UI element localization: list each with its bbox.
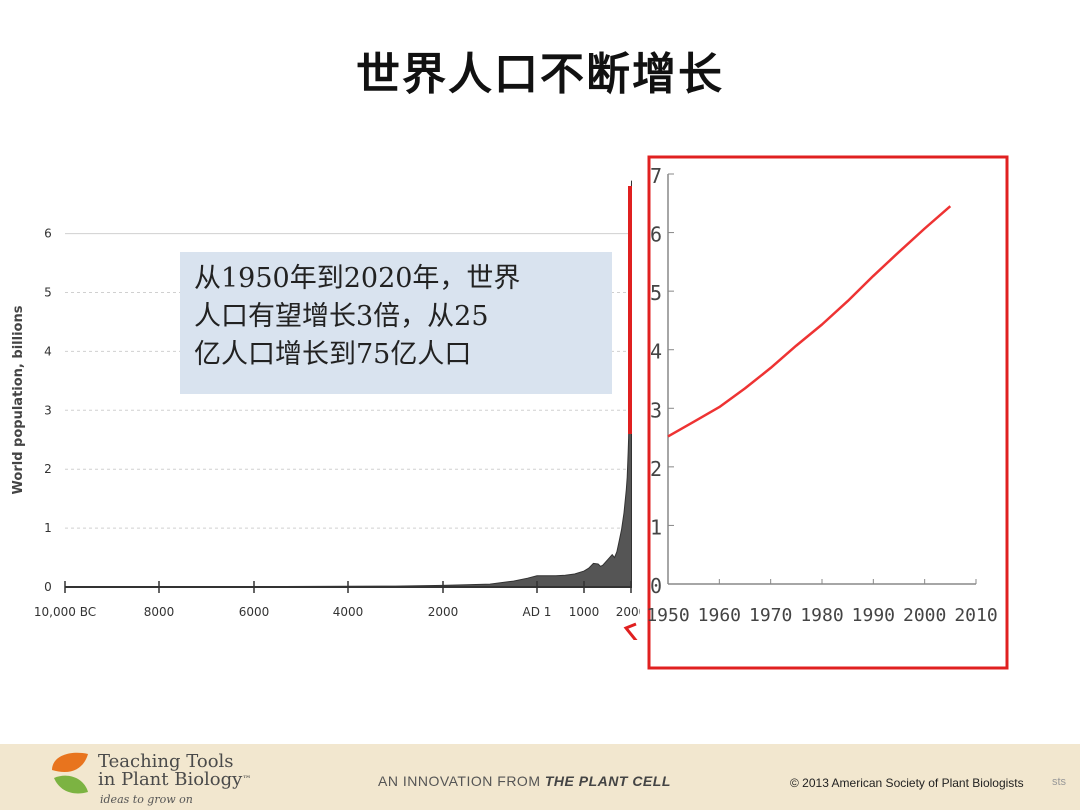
inset-y-tick-label-6: 6 [650,223,662,247]
inset-frame [647,155,1009,670]
inset-population-chart: 0 1 2 3 4 5 6 7 1950 1960 1970 1980 1990 2000 2010 [646,155,1009,670]
inset-x-tick-label-1970: 1970 [749,605,792,626]
innovation-text: AN INNOVATION FROM THE PLANT CELL [378,773,671,789]
y-tick-label-0: 0 [44,580,52,594]
inset-x-tick-label-1960: 1960 [698,605,741,626]
inset-y-tick-label-0: 0 [650,574,662,598]
trademark-symbol: ™ [242,775,252,785]
slide-title: 世界人口不断增长 [356,49,724,100]
highlight-bar [628,186,632,434]
callout-line-2: 人口有望增长3倍，从25 [194,301,489,332]
inset-y-tick-label-1: 1 [650,515,662,539]
inset-y-tick-label-7: 7 [650,164,662,188]
logo-line-1: Teaching Tools [98,751,234,772]
logo-tagline: ideas to grow on [100,793,193,806]
inset-x-tick-label-2010: 2010 [954,605,997,626]
leaf-logo-icon [52,752,88,794]
connector-bracket [623,622,638,640]
innovation-prefix: AN INNOVATION FROM [378,773,541,789]
x-tick-label-6: 1000 [569,605,600,619]
y-tick-label-3: 3 [44,403,52,417]
callout-line-3: 亿人口增长到75亿人口 [194,339,472,370]
x-tick-label-5: AD 1 [523,605,552,619]
inset-y-tick-label-2: 2 [650,457,662,481]
copyright-tail-text: sts [1052,776,1067,788]
callout-box: 从1950年到2020年，世界 人口有望增长3倍，从25 亿人口增长到75亿人口 [180,252,612,394]
inset-x-tick-label-2000: 2000 [903,605,946,626]
y-tick-label-1: 1 [44,521,52,535]
y-tick-label-6: 6 [44,227,52,241]
inset-y-tick-label-5: 5 [650,281,662,305]
inset-x-tick-label-1990: 1990 [852,605,895,626]
y-tick-label-4: 4 [44,344,52,358]
footer-bar: Teaching Tools in Plant Biology™ ideas t… [0,744,1080,810]
inset-x-tick-label-1980: 1980 [800,605,843,626]
y-axis-label: World population, billions [11,305,26,494]
inset-y-tick-label-4: 4 [650,340,662,364]
y-tick-label-5: 5 [44,286,52,300]
y-tick-label-2: 2 [44,462,52,476]
x-tick-label-1: 8000 [144,605,175,619]
x-tick-label-2: 6000 [239,605,270,619]
callout-line-1: 从1950年到2020年，世界 [194,263,521,294]
x-tick-label-3: 4000 [333,605,364,619]
x-tick-label-0: 10,000 BC [34,605,96,619]
logo-line-2: in Plant Biology [98,769,243,790]
logo-wordmark: Teaching Tools in Plant Biology™ [98,753,251,789]
main-population-chart: 0 1 2 3 4 5 6 World population, billions 10,000 … [11,180,640,640]
inset-y-tick-label-3: 3 [650,398,662,422]
inset-population-line [667,205,952,438]
innovation-brand: THE PLANT CELL [544,773,671,789]
x-tick-label-4: 2000 [428,605,459,619]
x-tick-label-7: 2000 [616,605,640,619]
inset-x-tick-label-1950: 1950 [646,605,689,626]
copyright-text: © 2013 American Society of Plant Biologi… [790,776,1024,790]
